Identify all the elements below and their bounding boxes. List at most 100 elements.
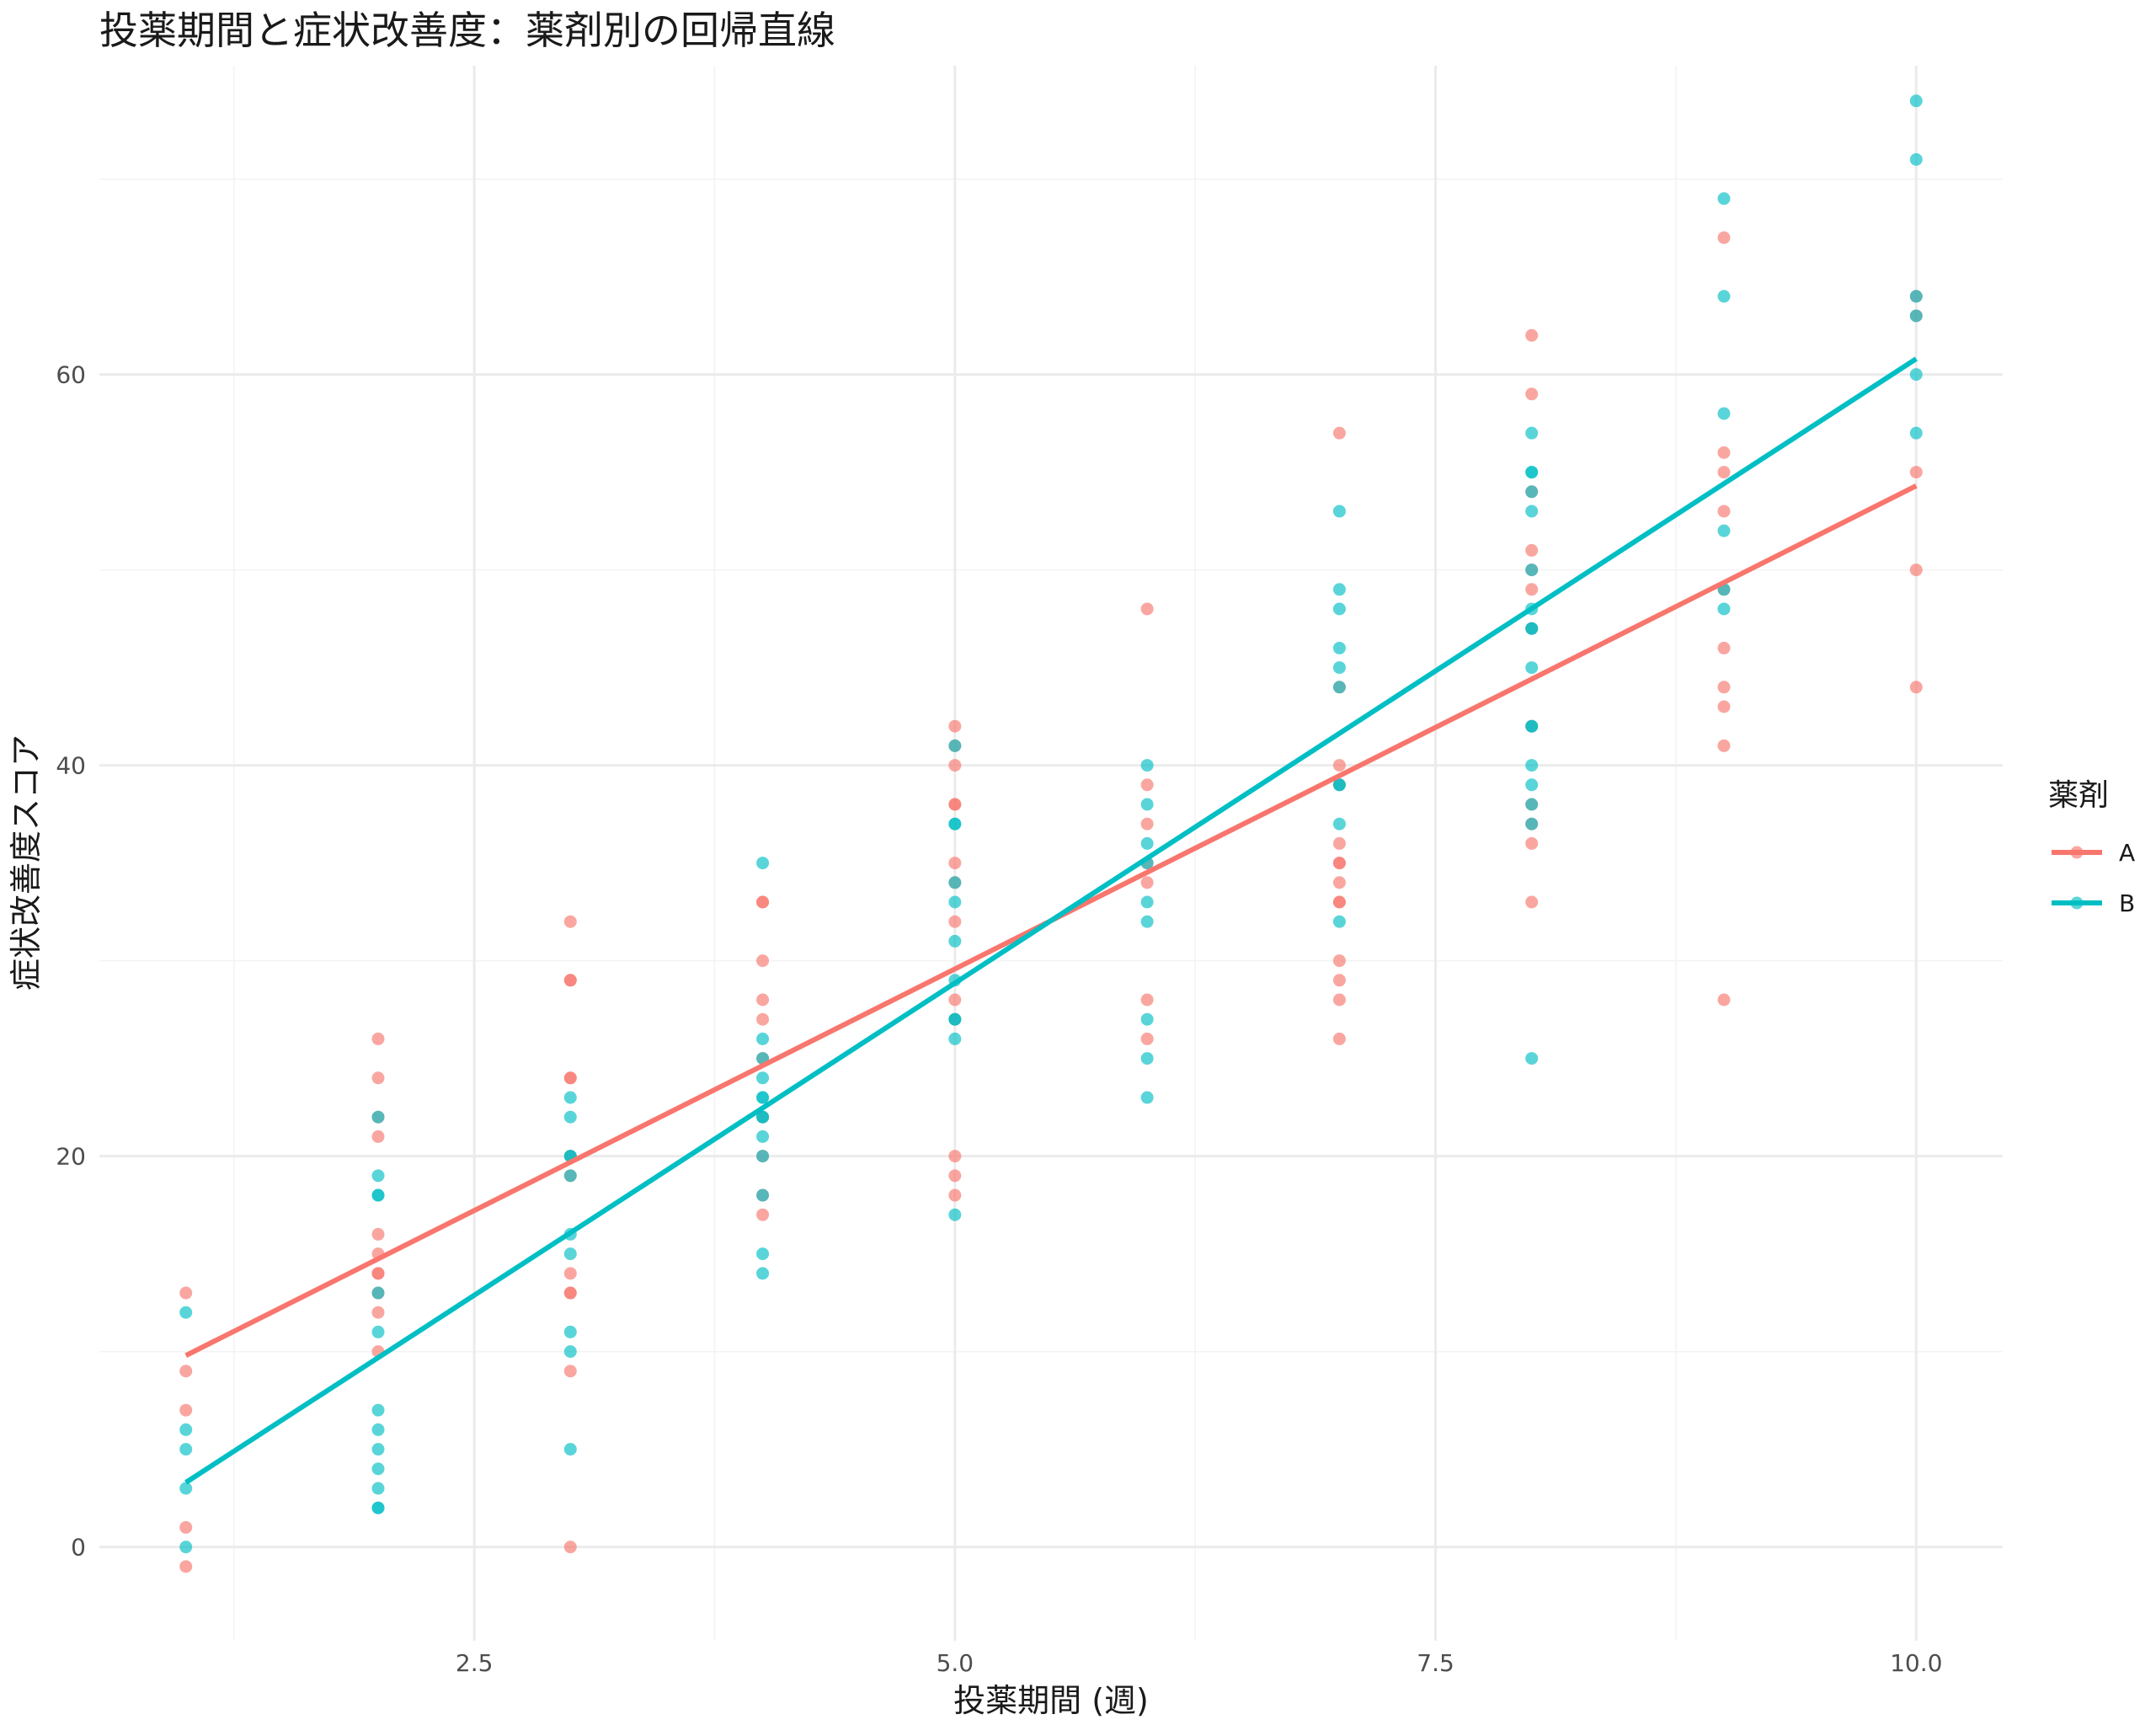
data-point-a xyxy=(563,1267,577,1280)
legend-item-b: B xyxy=(2052,889,2135,917)
y-axis-tick-labels: 0 20 40 60 xyxy=(56,361,86,1562)
data-point-a xyxy=(756,993,770,1007)
regression-lines xyxy=(184,356,1918,1485)
data-point-a xyxy=(1717,446,1731,459)
data-point-b xyxy=(756,1267,770,1280)
data-point-b xyxy=(371,1188,385,1202)
data-point-b xyxy=(1525,759,1539,772)
y-tick-label: 60 xyxy=(56,361,86,389)
data-point-b xyxy=(1909,290,1923,303)
data-point-a xyxy=(948,719,962,733)
data-point-b xyxy=(756,1247,770,1261)
data-point-b xyxy=(948,739,962,752)
data-point-b xyxy=(1332,583,1346,596)
data-point-a xyxy=(179,1560,193,1573)
data-point-a xyxy=(756,954,770,968)
legend-key-point xyxy=(2070,896,2084,910)
data-point-b xyxy=(1140,798,1154,811)
data-point-a xyxy=(948,1169,962,1183)
data-point-a xyxy=(948,1188,962,1202)
data-point-b xyxy=(1332,505,1346,518)
data-point-a xyxy=(948,915,962,928)
data-point-a xyxy=(1525,583,1539,596)
data-point-b xyxy=(948,1032,962,1045)
data-point-a xyxy=(1717,231,1731,244)
data-point-b xyxy=(563,1247,577,1261)
data-point-b xyxy=(1717,524,1731,537)
data-point-b xyxy=(371,1501,385,1514)
data-point-b xyxy=(1332,681,1346,694)
data-point-b xyxy=(948,817,962,830)
data-point-b xyxy=(1717,407,1731,420)
plot-panel xyxy=(99,66,2003,1641)
data-point-a xyxy=(1140,817,1154,830)
data-point-b xyxy=(1332,602,1346,616)
data-point-a xyxy=(1525,328,1539,342)
data-point-b xyxy=(371,1482,385,1495)
data-point-b xyxy=(1140,1012,1154,1026)
data-point-a xyxy=(948,857,962,870)
data-point-b xyxy=(371,1403,385,1417)
data-point-a xyxy=(563,974,577,987)
data-point-b xyxy=(1525,505,1539,518)
x-tick-label: 7.5 xyxy=(1417,1649,1454,1677)
data-point-a xyxy=(948,993,962,1007)
data-point-b xyxy=(756,1188,770,1202)
data-point-b xyxy=(371,1443,385,1456)
data-point-b xyxy=(1717,290,1731,303)
data-point-a xyxy=(371,1227,385,1241)
data-point-b xyxy=(1332,817,1346,830)
data-point-b xyxy=(563,1110,577,1124)
data-point-a xyxy=(1332,857,1346,870)
data-point-a xyxy=(563,1071,577,1085)
data-point-a xyxy=(563,1541,577,1554)
data-point-a xyxy=(179,1403,193,1417)
data-point-b xyxy=(563,1325,577,1338)
x-axis-tick-labels: 2.5 5.0 7.5 10.0 xyxy=(456,1649,1943,1677)
data-point-b xyxy=(1525,817,1539,830)
data-point-b xyxy=(371,1462,385,1476)
data-point-b xyxy=(371,1286,385,1300)
data-point-a xyxy=(1717,993,1731,1007)
y-tick-label: 0 xyxy=(71,1534,86,1562)
data-point-a xyxy=(1140,778,1154,792)
data-point-b xyxy=(371,1325,385,1338)
data-point-b xyxy=(1140,915,1154,928)
data-point-b xyxy=(1140,895,1154,909)
data-point-b xyxy=(1909,368,1923,382)
data-point-b xyxy=(1525,466,1539,479)
data-point-b xyxy=(1525,661,1539,675)
data-point-a xyxy=(1909,466,1923,479)
data-point-b xyxy=(371,1169,385,1183)
data-point-b xyxy=(1717,602,1731,616)
data-point-b xyxy=(1525,719,1539,733)
x-axis-title: 投薬期間 (週) xyxy=(953,1682,1149,1719)
data-point-b xyxy=(1525,778,1539,792)
data-point-b xyxy=(179,1306,193,1319)
legend: 薬剤 AB xyxy=(2048,778,2135,917)
data-point-a xyxy=(371,1130,385,1143)
legend-items: AB xyxy=(2052,839,2135,917)
data-point-a xyxy=(1525,387,1539,401)
data-point-b xyxy=(1909,426,1923,440)
data-point-a xyxy=(179,1286,193,1300)
data-point-a xyxy=(1332,876,1346,889)
regression-line-b xyxy=(184,356,1918,1485)
data-point-a xyxy=(948,759,962,772)
data-point-b xyxy=(1140,1052,1154,1065)
data-point-b xyxy=(371,1423,385,1436)
data-point-a xyxy=(1525,543,1539,557)
data-point-b xyxy=(948,895,962,909)
data-point-b xyxy=(1140,1091,1154,1104)
data-point-a xyxy=(1332,836,1346,850)
data-point-b xyxy=(1140,836,1154,850)
data-point-a xyxy=(371,1032,385,1045)
data-point-b xyxy=(1909,309,1923,323)
data-point-b xyxy=(1525,798,1539,811)
data-point-b xyxy=(756,1071,770,1085)
data-point-b xyxy=(948,1012,962,1026)
data-point-b xyxy=(179,1443,193,1456)
data-point-b xyxy=(948,1208,962,1221)
x-tick-label: 10.0 xyxy=(1890,1649,1942,1677)
